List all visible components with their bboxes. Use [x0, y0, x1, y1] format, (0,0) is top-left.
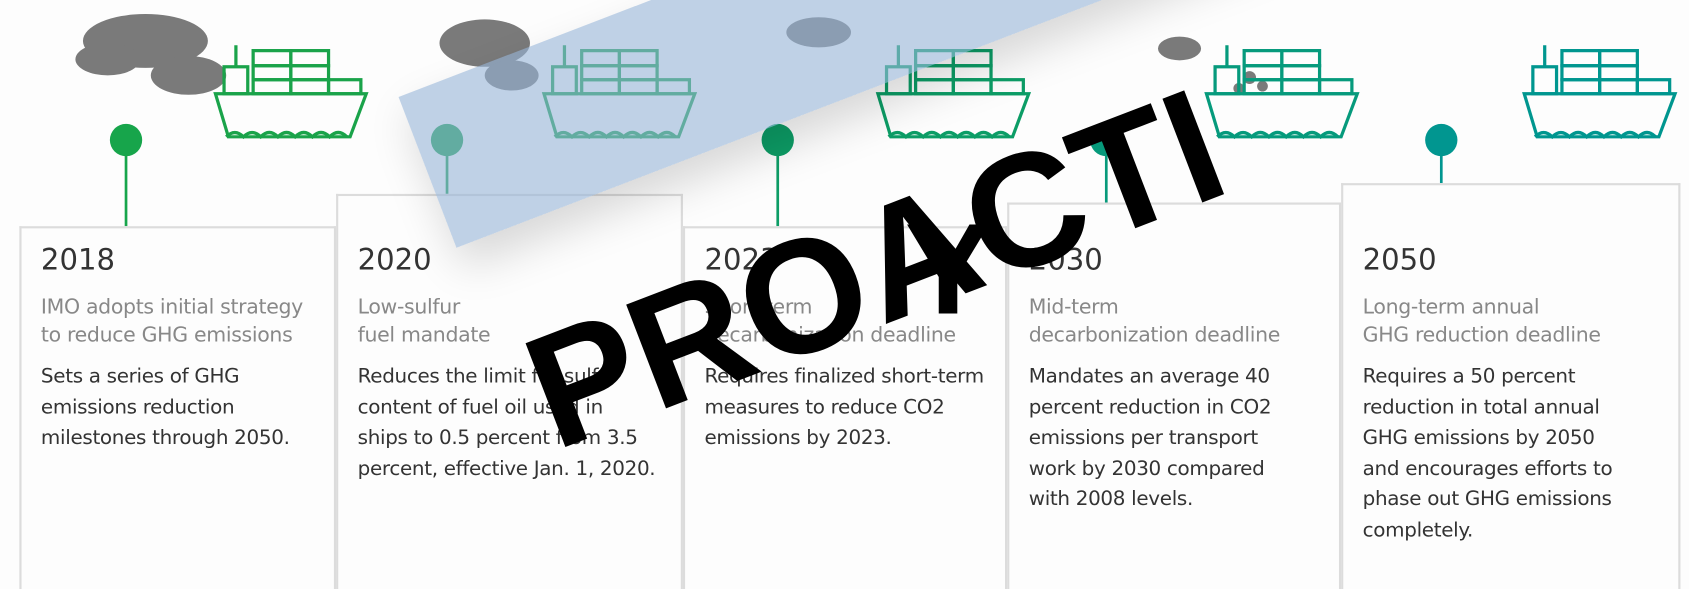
description-line: Requires a 50 percent: [1363, 362, 1679, 393]
description-line: phase out GHG emissions: [1363, 485, 1679, 516]
subtitle-line: GHG reduction deadline: [1363, 321, 1679, 349]
description-line: and encourages efforts to: [1363, 454, 1679, 485]
subtitle-line: Mid-term: [1029, 293, 1339, 321]
page: 2018 IMO adopts initial strategyto reduce…: [0, 0, 1689, 587]
year: 2050: [1363, 243, 1679, 277]
infographic: 2018 IMO adopts initial strategyto reduce…: [0, 0, 1689, 589]
subtitle-line: to reduce GHG emissions: [41, 321, 334, 349]
description-line: emissions reduction: [41, 393, 334, 424]
description-line: milestones through 2050.: [41, 423, 334, 454]
subtitle-line: decarbonization deadline: [1029, 321, 1339, 349]
description-line: Sets a series of GHG: [41, 362, 334, 393]
milestone-dot: [1425, 124, 1457, 156]
description-line: completely.: [1363, 515, 1679, 546]
description-line: with 2008 levels.: [1029, 485, 1339, 516]
subtitle-line: IMO adopts initial strategy: [41, 293, 334, 321]
description-line: emissions by 2023.: [704, 423, 1005, 454]
year: 2018: [41, 243, 334, 277]
subtitle-line: Long-term annual: [1363, 293, 1679, 321]
description-line: Mandates an average 40: [1029, 362, 1339, 393]
watermark-text: Y: [905, 205, 991, 334]
description-line: work by 2030 compared: [1029, 454, 1339, 485]
description-line: percent, effective Jan. 1, 2020.: [358, 454, 681, 485]
description-line: percent reduction in CO2: [1029, 393, 1339, 424]
description-line: reduction in total annual: [1363, 393, 1679, 424]
description-line: GHG emissions by 2050: [1363, 423, 1679, 454]
milestone-dot: [110, 124, 142, 156]
description-line: emissions per transport: [1029, 423, 1339, 454]
